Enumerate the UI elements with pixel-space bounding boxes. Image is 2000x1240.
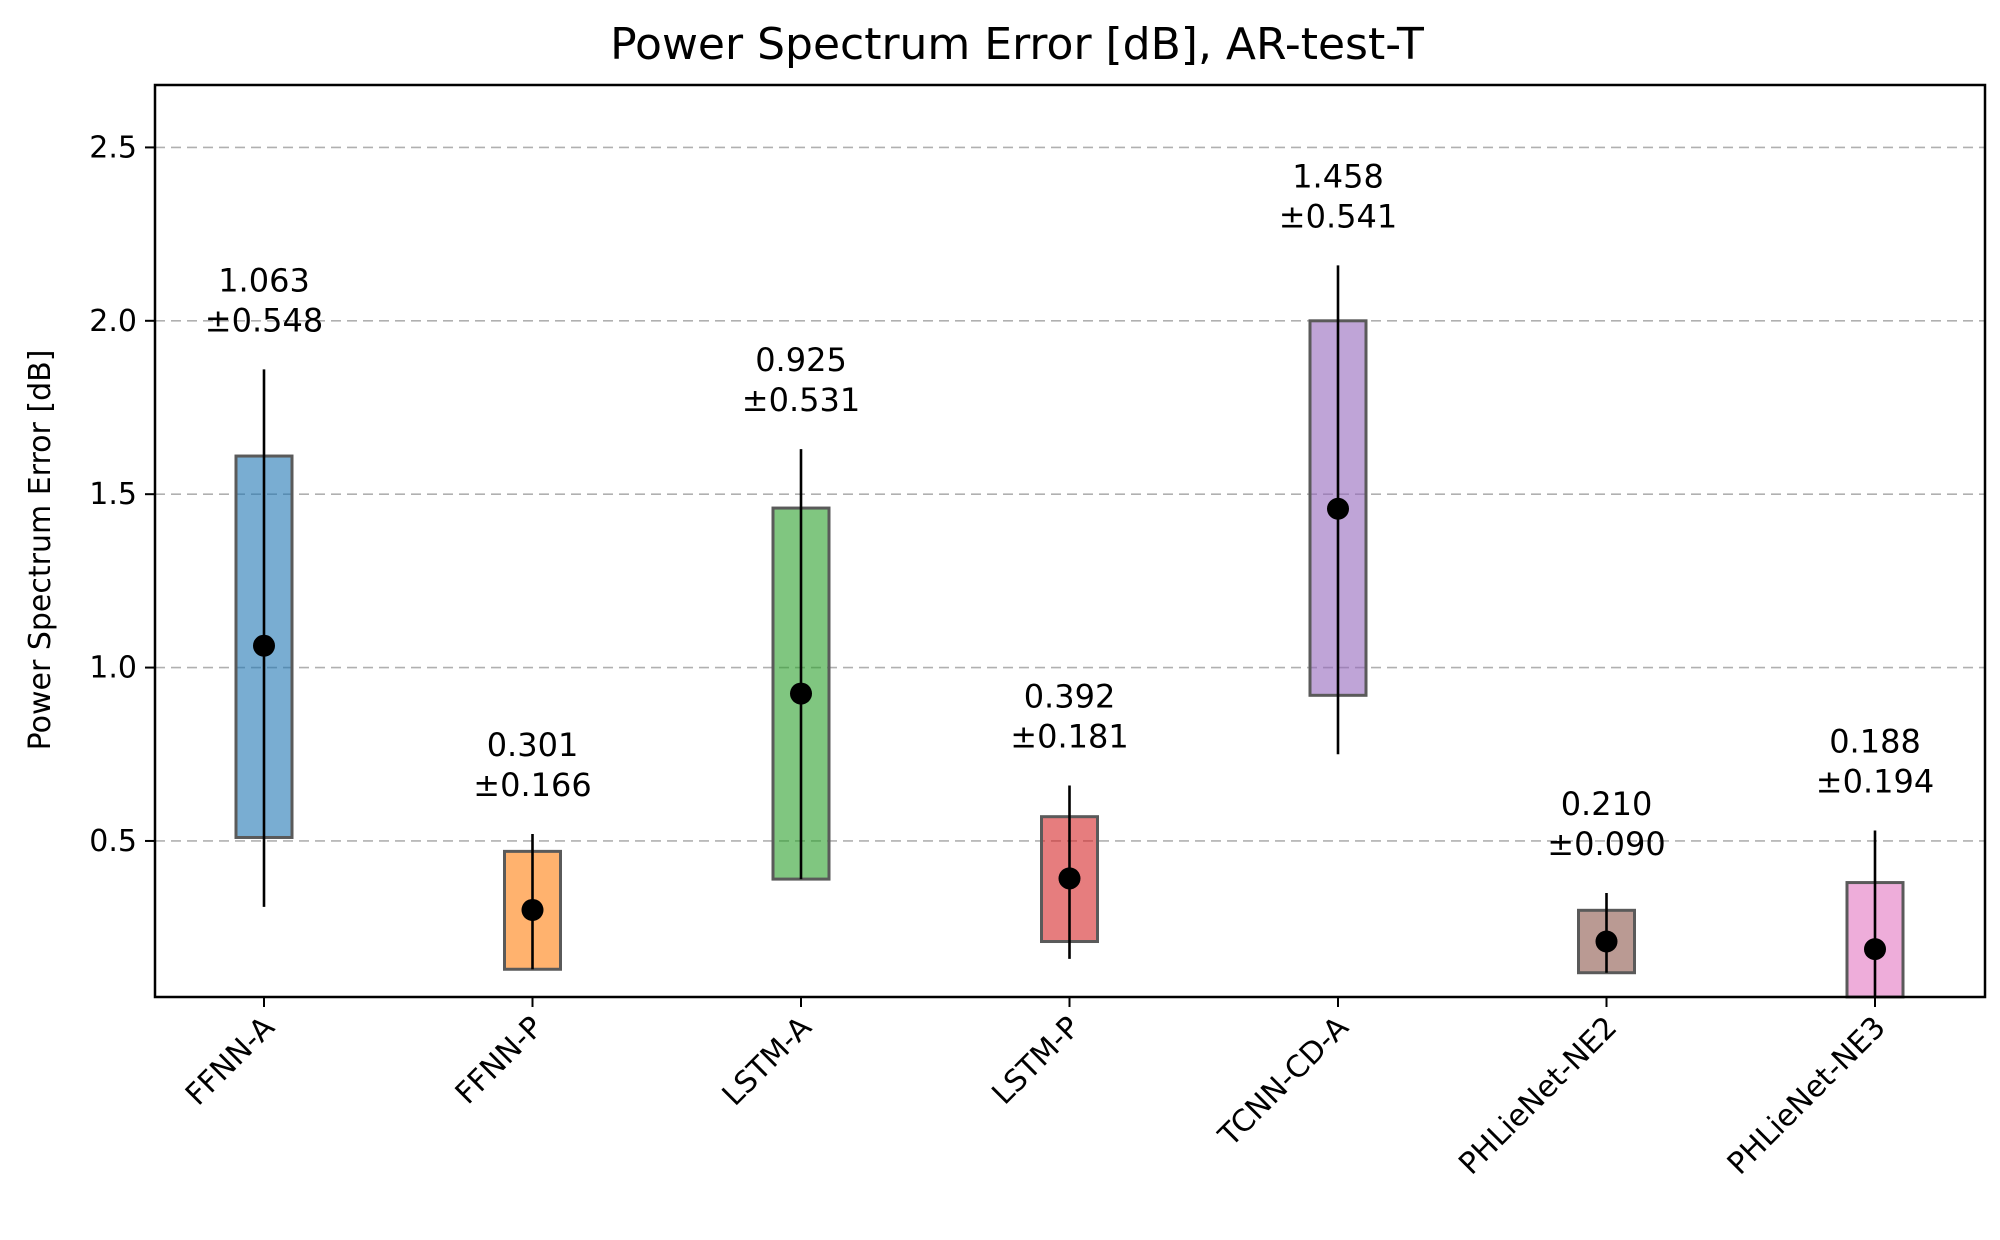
y-axis-label: Power Spectrum Error [dB] [23,350,58,751]
x-tick-label: PHLieNet-NE2 [1452,1010,1624,1182]
mean-point [1864,938,1886,961]
y-tick-label: 1.0 [89,651,137,686]
data-label-std: ±0.090 [1547,825,1665,863]
data-label-mean: 0.392 [1024,677,1116,715]
mean-point [521,898,544,921]
x-tick-label: FFNN-A [179,1010,282,1113]
y-tick-label: 0.5 [89,824,137,859]
grid [155,146,1985,842]
y-tick-label: 2.5 [89,130,137,165]
axes: 0.5 1.0 1.5 2.0 2.5 FFNN-A FFNN-P LSTM-A LSTM-P T… [89,130,1892,1181]
data-label-std: ±0.531 [742,381,860,419]
x-tick-label: FFNN-P [449,1010,550,1111]
y-tick-label: 1.5 [89,477,137,512]
chart-title: Power Spectrum Error [dB], AR-test-T [610,19,1424,70]
data-label-mean: 0.188 [1829,723,1921,761]
plot-area: 1.063±0.5480.301±0.1660.925±0.5310.392±0… [205,157,1934,999]
data-label-mean: 0.210 [1561,785,1653,823]
data-label-std: ±0.194 [1816,763,1934,801]
x-tick-label: TCNN-CD-A [1211,1010,1356,1155]
data-label-mean: 1.063 [218,261,310,299]
mean-point [1327,497,1349,520]
x-tick-label: PHLieNet-NE3 [1721,1010,1893,1182]
mean-point [1595,930,1618,953]
x-tick-label: LSTM-A [716,1010,819,1113]
data-label-mean: 1.458 [1292,157,1384,195]
data-label-std: ±0.166 [473,766,591,804]
data-label-std: ±0.548 [205,301,323,339]
data-label-std: ±0.541 [1279,197,1397,235]
mean-point [253,634,275,657]
data-label-std: ±0.181 [1010,717,1128,755]
data-label-mean: 0.925 [755,341,847,379]
y-tick-label: 2.0 [89,304,137,339]
x-tick-label: LSTM-P [985,1010,1087,1112]
data-label-mean: 0.301 [487,726,579,764]
mean-point [790,682,812,705]
mean-point [1058,867,1081,890]
